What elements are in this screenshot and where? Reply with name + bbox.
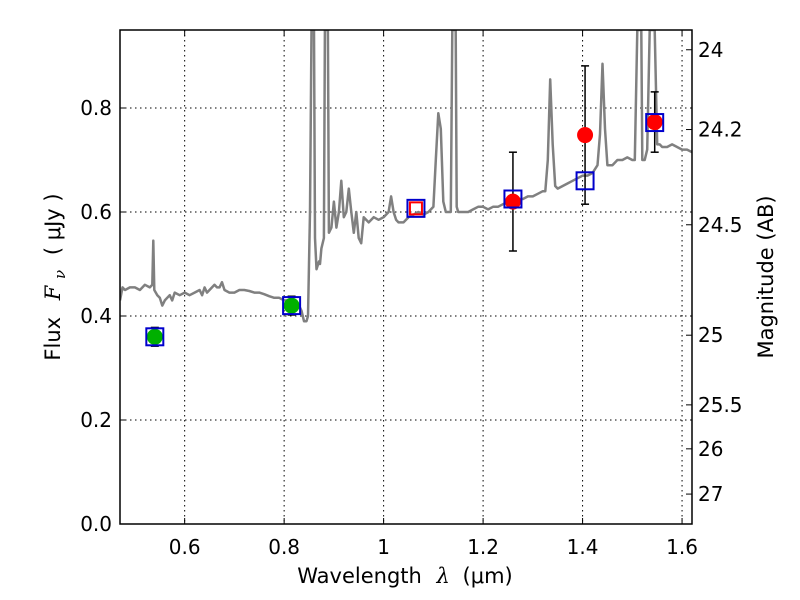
model-square	[575, 171, 595, 191]
plot-area	[120, 30, 692, 347]
y2-axis-title: Magnitude (AB)	[754, 195, 778, 358]
y2-tick-label: 24	[698, 38, 723, 62]
axes-frame	[119, 29, 693, 525]
y2-tick-label: 26	[698, 437, 723, 461]
x-tick-label: 1	[377, 535, 390, 559]
y-axis-unit: ( μJy )	[41, 193, 65, 255]
y-axis-label: Flux	[41, 317, 65, 361]
x-axis-unit: (μm)	[463, 564, 513, 588]
x-axis-title: Wavelength λ (μm)	[297, 564, 512, 588]
data-point	[283, 297, 300, 314]
x-axis-symbol: λ	[436, 564, 450, 588]
grid	[120, 30, 692, 524]
y-tick-label: 0.4	[80, 304, 112, 328]
y-tick-label: 0.2	[80, 408, 112, 432]
data-point	[146, 328, 163, 345]
data-point	[646, 114, 663, 131]
y2-tick-label: 24.2	[698, 118, 743, 142]
open-marker	[408, 201, 423, 216]
x-axis-label: Wavelength	[297, 564, 422, 588]
x-tick-label: 0.8	[268, 535, 300, 559]
y-axis-subscript: ν	[51, 270, 69, 279]
x-tick-label: 1.4	[567, 535, 599, 559]
y2-tick-label: 25.5	[698, 393, 743, 417]
y-axis-title: Flux F ν ( μJy )	[41, 193, 70, 360]
y-tick-label: 0.0	[80, 512, 112, 536]
model-square	[503, 189, 523, 209]
y-tick-label: 0.6	[80, 200, 112, 224]
y-axis-symbol: F	[41, 284, 65, 301]
model-square	[282, 296, 302, 316]
y2-tick-label: 27	[698, 482, 723, 506]
model-square	[145, 327, 165, 347]
x-tick-label: 1.2	[467, 535, 499, 559]
x-tick-label: 0.6	[169, 535, 201, 559]
model-square	[645, 113, 665, 133]
data-point	[504, 193, 521, 210]
y-tick-label: 0.8	[80, 96, 112, 120]
y2-tick-label: 25	[698, 323, 723, 347]
y2-tick-label: 24.5	[698, 213, 743, 237]
ticks: 0.6 0.8 1 1.2 1.4 1.6 0.0 0.2 0.4 0.6 0.8 24 24.2 24.…	[80, 30, 743, 559]
model-square	[406, 198, 426, 218]
x-tick-label: 1.6	[666, 535, 698, 559]
data-point	[577, 127, 594, 144]
